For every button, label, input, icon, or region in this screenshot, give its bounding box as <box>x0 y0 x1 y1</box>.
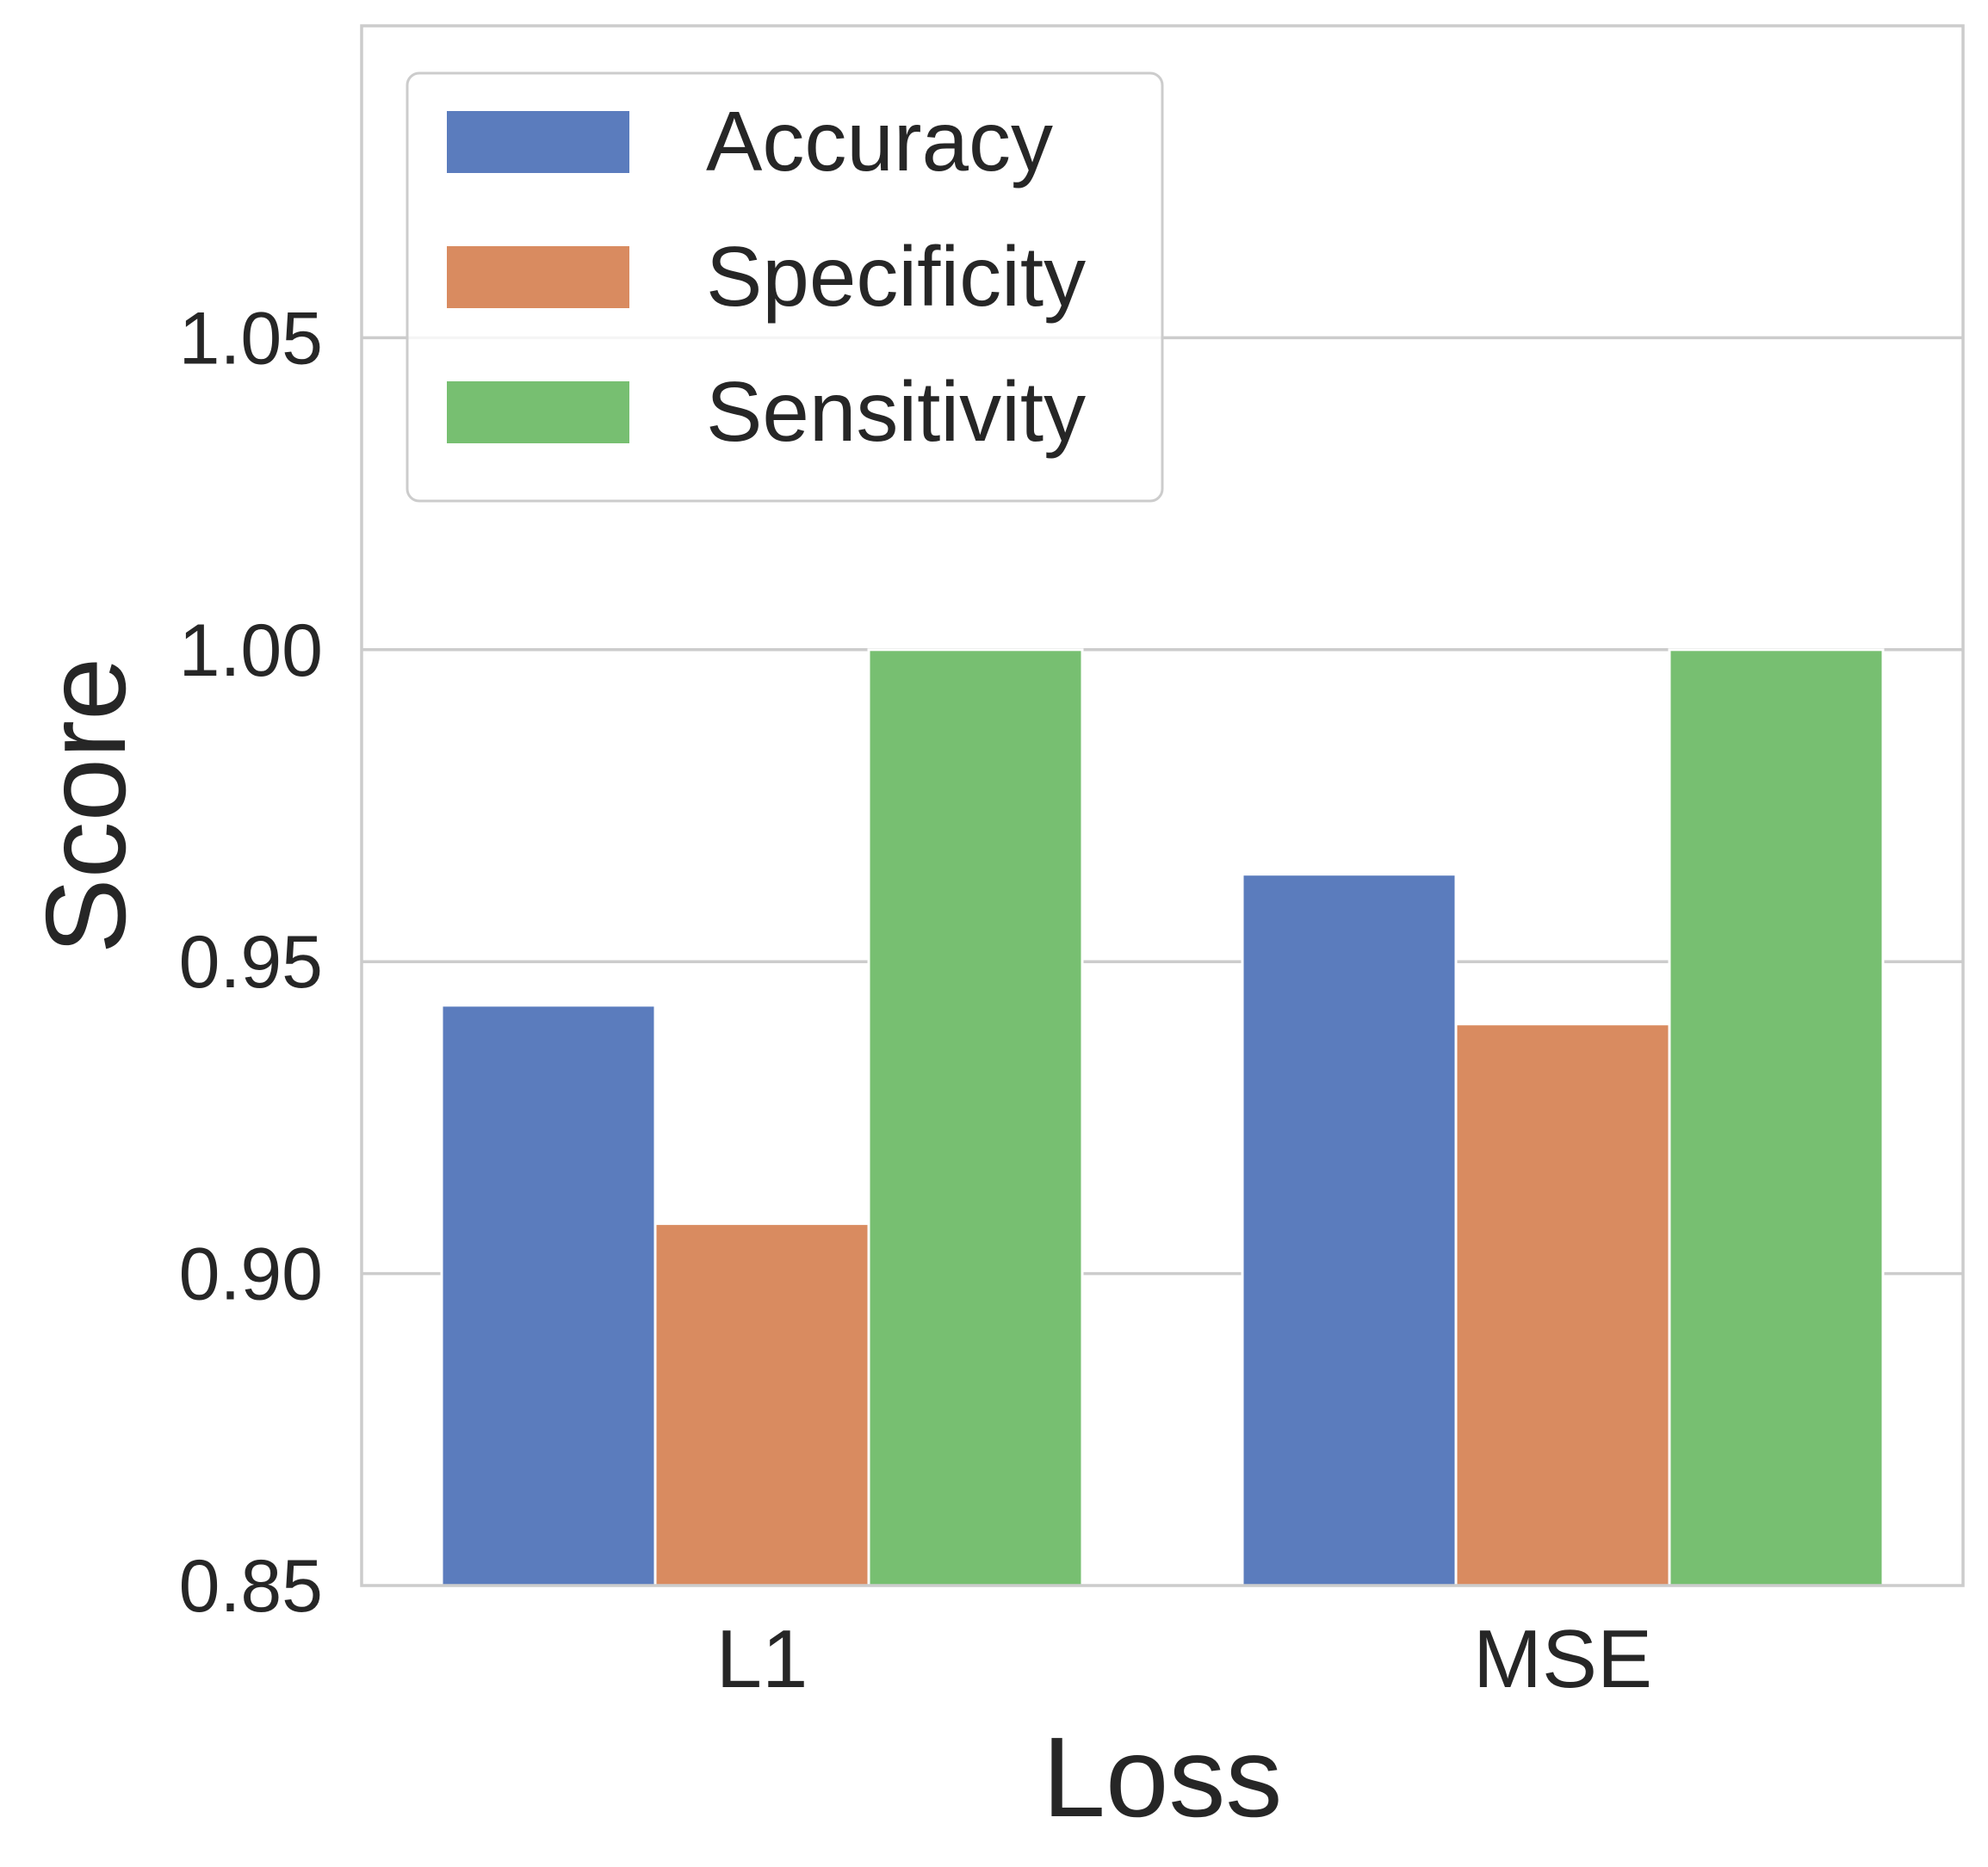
legend-items: Accuracy Specificity Sensitivity <box>447 94 1086 459</box>
bar-accuracy-l1 <box>440 1004 657 1587</box>
x-tick-label: MSE <box>1473 1613 1652 1705</box>
y-tick-label: 1.05 <box>179 297 323 380</box>
bar-sensitivity-l1 <box>867 648 1084 1587</box>
y-axis-label: Score <box>22 658 149 955</box>
legend-swatch-sensitivity <box>447 381 629 443</box>
x-axis-label: Loss <box>1043 1714 1283 1840</box>
legend-label: Sensitivity <box>706 364 1086 459</box>
bar-accuracy-mse <box>1241 873 1458 1587</box>
bar-specificity-mse <box>1454 1023 1671 1587</box>
legend-label: Accuracy <box>706 94 1053 189</box>
bar-sensitivity-mse <box>1668 648 1885 1587</box>
bars <box>440 648 1885 1587</box>
x-tick-label: L1 <box>716 1613 808 1705</box>
bar-specificity-l1 <box>653 1222 870 1587</box>
legend: Accuracy Specificity Sensitivity <box>406 71 1164 503</box>
plot-frame <box>360 24 1965 1587</box>
legend-swatch-accuracy <box>447 111 629 173</box>
y-tick-label: 0.85 <box>179 1545 323 1628</box>
y-tick-label: 1.00 <box>179 609 323 692</box>
legend-swatch-specificity <box>447 246 629 308</box>
legend-label: Specificity <box>706 229 1086 324</box>
y-tick-labels: 0.85 0.90 0.95 1.00 1.05 <box>179 297 323 1628</box>
x-tick-labels: L1 MSE <box>716 1613 1652 1705</box>
y-tick-label: 0.95 <box>179 921 323 1004</box>
y-tick-label: 0.90 <box>179 1233 323 1316</box>
